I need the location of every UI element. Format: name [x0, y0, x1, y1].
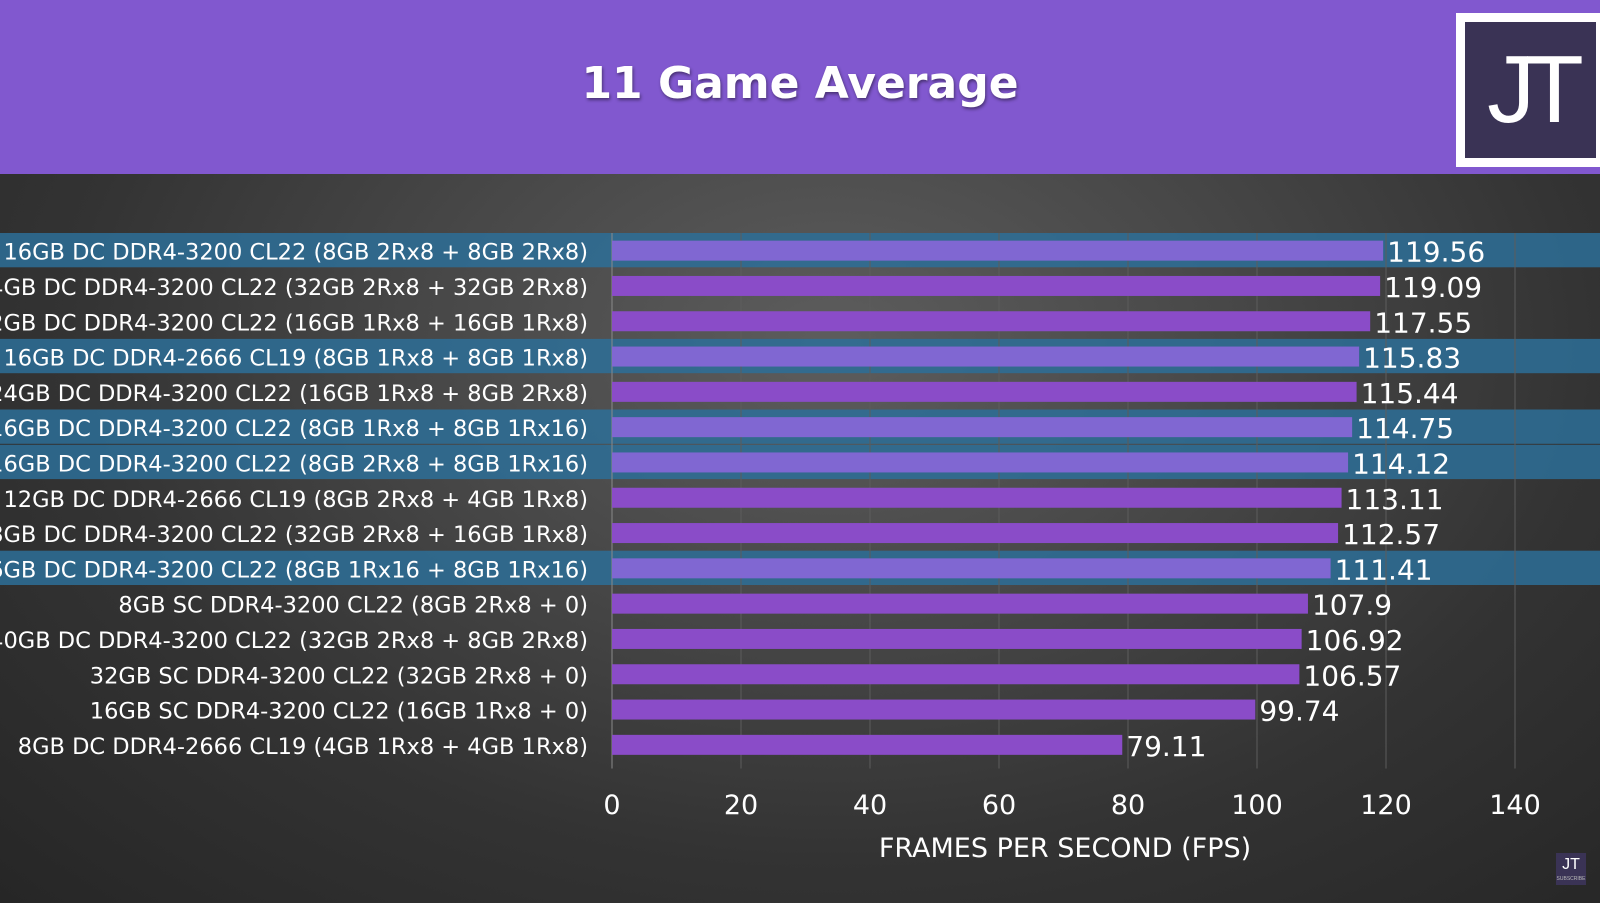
value-label: 113.11 — [1346, 483, 1444, 516]
bar[interactable] — [612, 664, 1300, 685]
header-banner — [0, 0, 1600, 174]
category-label: 16GB DC DDR4-3200 CL22 (8GB 1Rx16 + 8GB … — [0, 557, 588, 583]
value-label: 114.12 — [1352, 447, 1450, 480]
bar[interactable] — [612, 275, 1381, 296]
value-label: 119.09 — [1384, 271, 1482, 304]
x-axis-label: FRAMES PER SECOND (FPS) — [879, 833, 1251, 864]
value-label: 111.41 — [1335, 553, 1433, 586]
value-label: 106.92 — [1306, 624, 1404, 657]
x-tick-label: 140 — [1489, 790, 1541, 821]
bar[interactable] — [612, 381, 1357, 402]
value-label: 107.9 — [1312, 589, 1392, 622]
x-tick-label: 60 — [982, 790, 1016, 821]
bar[interactable] — [612, 699, 1256, 720]
bar[interactable] — [612, 417, 1353, 438]
category-label: 16GB DC DDR4-3200 CL22 (8GB 2Rx8 + 8GB 2… — [3, 240, 588, 266]
x-tick-label: 100 — [1231, 790, 1283, 821]
value-label: 115.44 — [1361, 377, 1459, 410]
x-tick-label: 40 — [853, 790, 887, 821]
category-label: 16GB SC DDR4-3200 CL22 (16GB 1Rx8 + 0) — [90, 699, 588, 725]
x-tick-label: 80 — [1111, 790, 1145, 821]
chart-title: 11 Game Average — [581, 58, 1019, 109]
bar[interactable] — [612, 311, 1371, 332]
value-label: 112.57 — [1342, 518, 1440, 551]
bar[interactable] — [612, 523, 1339, 544]
category-label: 8GB SC DDR4-3200 CL22 (8GB 2Rx8 + 0) — [118, 593, 588, 619]
value-label: 114.75 — [1356, 412, 1454, 445]
bar[interactable] — [612, 452, 1349, 473]
category-label: 12GB DC DDR4-2666 CL19 (8GB 2Rx8 + 4GB 1… — [3, 487, 588, 513]
x-tick-label: 0 — [603, 790, 620, 821]
category-label: 64GB DC DDR4-3200 CL22 (32GB 2Rx8 + 32GB… — [0, 275, 588, 301]
value-label: 119.56 — [1387, 236, 1485, 269]
category-label: 24GB DC DDR4-3200 CL22 (16GB 1Rx8 + 8GB … — [0, 381, 588, 407]
x-tick-label: 120 — [1360, 790, 1412, 821]
value-label: 106.57 — [1303, 659, 1401, 692]
category-label: 32GB SC DDR4-3200 CL22 (32GB 2Rx8 + 0) — [90, 663, 588, 689]
value-label: 79.11 — [1126, 730, 1206, 763]
channel-logo[interactable]: JT — [1456, 13, 1600, 167]
bar[interactable] — [612, 240, 1384, 261]
x-tick-label: 20 — [724, 790, 758, 821]
category-label: 40GB DC DDR4-3200 CL22 (32GB 2Rx8 + 8GB … — [0, 628, 588, 654]
bar[interactable] — [612, 628, 1302, 649]
category-label: 8GB DC DDR4-2666 CL19 (4GB 1Rx8 + 4GB 1R… — [18, 734, 588, 760]
bar[interactable] — [612, 734, 1123, 755]
value-label: 115.83 — [1363, 342, 1461, 375]
bar[interactable] — [612, 558, 1331, 579]
watermark-logo[interactable]: JT — [1556, 853, 1586, 885]
bar[interactable] — [612, 593, 1308, 614]
category-label: 32GB DC DDR4-3200 CL22 (16GB 1Rx8 + 16GB… — [0, 310, 588, 336]
watermark-subscribe-text: SUBSCRIBE — [1556, 876, 1586, 882]
bar[interactable] — [612, 487, 1342, 508]
category-label: 16GB DC DDR4-2666 CL19 (8GB 1Rx8 + 8GB 1… — [3, 346, 588, 372]
bar[interactable] — [612, 346, 1360, 367]
value-label: 99.74 — [1259, 695, 1339, 728]
category-label: 16GB DC DDR4-3200 CL22 (8GB 1Rx8 + 8GB 1… — [0, 416, 588, 442]
category-label: 16GB DC DDR4-3200 CL22 (8GB 2Rx8 + 8GB 1… — [0, 451, 588, 477]
logo-text: JT — [1487, 36, 1584, 143]
category-label: 48GB DC DDR4-3200 CL22 (32GB 2Rx8 + 16GB… — [0, 522, 588, 548]
value-label: 117.55 — [1374, 306, 1472, 339]
